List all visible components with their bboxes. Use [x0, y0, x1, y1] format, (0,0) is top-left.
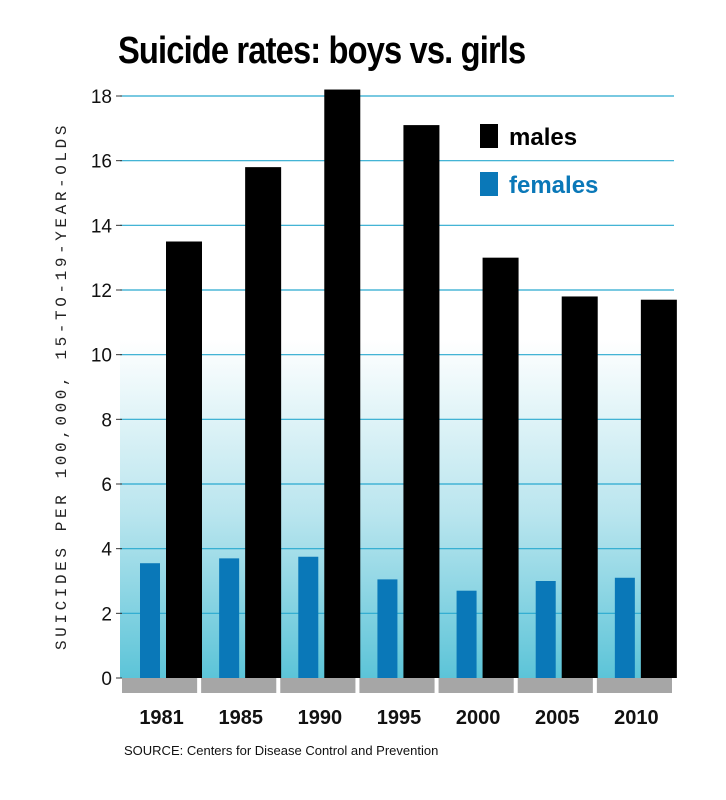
x-tick-label: 1981	[139, 707, 184, 729]
y-tick-label: 18	[91, 87, 112, 108]
x-tick-label: 1990	[298, 707, 343, 729]
bar-males	[245, 167, 282, 678]
y-tick-label: 14	[91, 216, 113, 237]
bar-males	[640, 299, 677, 678]
bar-females	[456, 590, 477, 678]
legend-label-males: males	[509, 124, 577, 151]
y-tick-label: 10	[91, 346, 112, 367]
y-tick-label: 12	[91, 281, 112, 302]
x-axis-segment	[201, 678, 277, 693]
legend-label-females: females	[509, 172, 598, 199]
legend: males females	[480, 124, 598, 199]
x-tick-label: 1995	[377, 707, 422, 729]
bar-males	[482, 257, 519, 678]
y-tick-label: 2	[101, 604, 112, 625]
bar-females	[140, 563, 160, 678]
source-note: SOURCE: Centers for Disease Control and …	[124, 743, 439, 758]
y-tick-label: 6	[101, 475, 112, 496]
x-tick-labels: 1981 1985 1990 1995 2000 2005 2010	[139, 707, 658, 729]
legend-swatch-females	[480, 172, 498, 196]
bars	[140, 89, 677, 679]
x-axis-segment	[280, 678, 356, 693]
x-axis-segment	[122, 678, 198, 693]
bar-females	[535, 581, 556, 678]
chart-title: Suicide rates: boys vs. girls	[118, 30, 526, 72]
y-tick-labels: 0 2 4 6 8 10 12 14 16 18	[91, 87, 113, 690]
bar-females	[219, 558, 240, 678]
x-axis-band	[122, 678, 672, 693]
y-tick-label: 16	[91, 152, 112, 173]
bar-males	[561, 296, 598, 678]
x-tick-label: 1985	[218, 707, 263, 729]
x-axis-segment	[359, 678, 435, 693]
bar-males	[166, 241, 202, 678]
bar-males	[324, 89, 361, 679]
x-axis-segment	[438, 678, 514, 693]
x-tick-label: 2010	[614, 707, 659, 729]
bar-females	[614, 577, 635, 678]
y-tick-label: 8	[101, 410, 112, 431]
x-axis-segment	[517, 678, 593, 693]
legend-swatch-males	[480, 124, 498, 148]
x-tick-label: 2000	[456, 707, 501, 729]
bar-males	[403, 125, 440, 679]
x-tick-label: 2005	[535, 707, 580, 729]
y-tick-label: 0	[101, 669, 112, 690]
x-axis-segment	[596, 678, 672, 693]
y-tick-label: 4	[101, 540, 112, 561]
bar-females	[298, 556, 319, 678]
bar-females	[377, 579, 398, 678]
